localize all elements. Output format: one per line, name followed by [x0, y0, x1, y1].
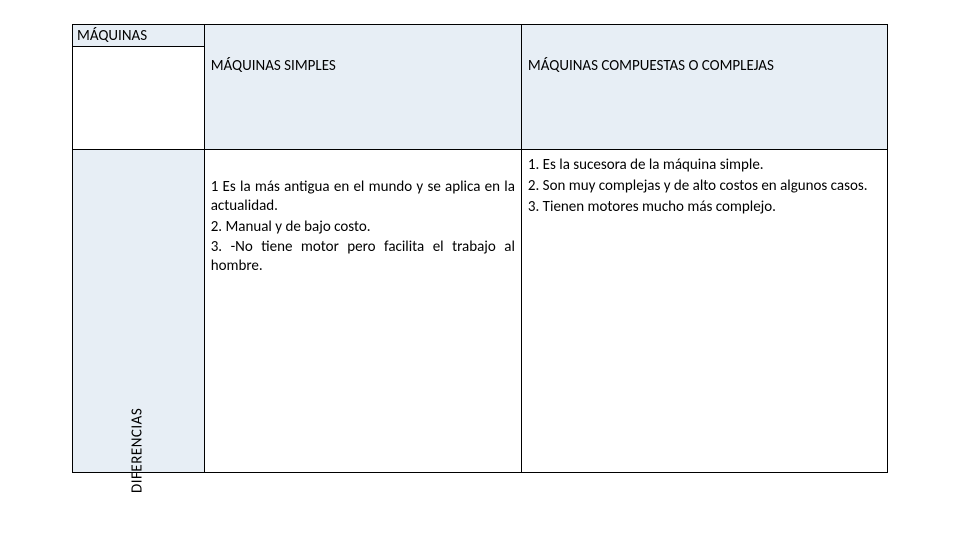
table-header-row: MÁQUINAS MÁQUINAS SIMPLES MÁQUINAS COMPU…	[73, 25, 887, 150]
cell-compuestas-text: 1. Es la sucesora de la máquina simple.2…	[528, 156, 881, 216]
cell-compuestas: 1. Es la sucesora de la máquina simple.2…	[522, 150, 887, 472]
col-header-compuestas: MÁQUINAS COMPUESTAS O COMPLEJAS	[522, 25, 887, 149]
table-title: MÁQUINAS	[73, 25, 204, 47]
cell-simples-text: 1 Es la más antigua en el mundo y se apl…	[211, 178, 515, 276]
row-label-diferencias: DIFERENCIAS	[129, 408, 148, 493]
comparison-table: MÁQUINAS MÁQUINAS SIMPLES MÁQUINAS COMPU…	[72, 24, 888, 473]
table-corner-cell: MÁQUINAS	[73, 25, 205, 149]
cell-simples: 1 Es la más antigua en el mundo y se apl…	[205, 150, 522, 472]
row-label-cell: DIFERENCIAS	[73, 150, 205, 472]
col-header-simples: MÁQUINAS SIMPLES	[205, 25, 522, 149]
table-body-row: DIFERENCIAS 1 Es la más antigua en el mu…	[73, 150, 887, 472]
